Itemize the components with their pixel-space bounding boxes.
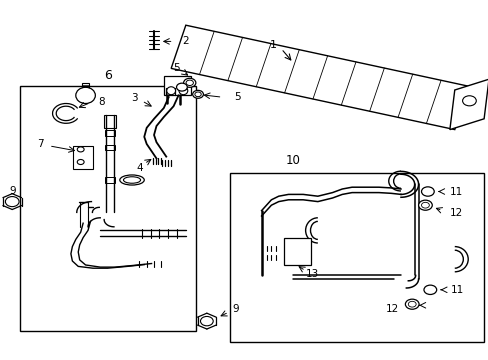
Text: 9: 9 bbox=[232, 304, 239, 314]
Ellipse shape bbox=[192, 90, 203, 98]
Text: 12: 12 bbox=[386, 304, 399, 314]
Ellipse shape bbox=[179, 87, 187, 95]
Bar bbox=[20, 86, 195, 331]
Bar bbox=[229, 173, 483, 342]
Bar bbox=[81, 83, 89, 90]
Circle shape bbox=[77, 159, 84, 165]
Circle shape bbox=[421, 202, 428, 208]
Text: 12: 12 bbox=[449, 208, 462, 218]
Text: 7: 7 bbox=[37, 139, 44, 149]
Text: 5: 5 bbox=[172, 63, 179, 73]
Text: 3: 3 bbox=[131, 93, 138, 103]
Text: 2: 2 bbox=[182, 36, 188, 46]
Circle shape bbox=[405, 299, 418, 309]
Circle shape bbox=[418, 200, 431, 210]
Text: 13: 13 bbox=[305, 269, 318, 279]
Bar bbox=[104, 115, 116, 128]
Polygon shape bbox=[449, 79, 488, 130]
Text: 11: 11 bbox=[450, 285, 463, 295]
Circle shape bbox=[200, 316, 213, 326]
Text: 10: 10 bbox=[285, 154, 300, 167]
Ellipse shape bbox=[166, 87, 175, 95]
Text: 5: 5 bbox=[233, 92, 240, 102]
Bar bbox=[73, 146, 93, 169]
Ellipse shape bbox=[194, 92, 201, 96]
Text: 4: 4 bbox=[136, 163, 143, 173]
Bar bbox=[283, 238, 310, 265]
Bar bbox=[163, 76, 190, 95]
Circle shape bbox=[421, 187, 433, 196]
Ellipse shape bbox=[183, 78, 195, 87]
Text: 9: 9 bbox=[9, 186, 16, 196]
Ellipse shape bbox=[76, 87, 95, 104]
Circle shape bbox=[423, 285, 436, 294]
Circle shape bbox=[407, 301, 415, 307]
Bar bbox=[104, 145, 115, 150]
Circle shape bbox=[77, 147, 84, 152]
Ellipse shape bbox=[185, 80, 193, 85]
Bar bbox=[104, 130, 115, 136]
Text: 1: 1 bbox=[269, 40, 276, 50]
Text: 11: 11 bbox=[449, 186, 462, 197]
Text: 8: 8 bbox=[98, 96, 104, 107]
Ellipse shape bbox=[123, 177, 141, 183]
Bar bbox=[104, 177, 115, 183]
Ellipse shape bbox=[120, 175, 144, 185]
Circle shape bbox=[462, 96, 475, 106]
Ellipse shape bbox=[176, 83, 187, 91]
Circle shape bbox=[5, 197, 19, 207]
Polygon shape bbox=[171, 25, 468, 130]
Text: 6: 6 bbox=[103, 69, 111, 82]
